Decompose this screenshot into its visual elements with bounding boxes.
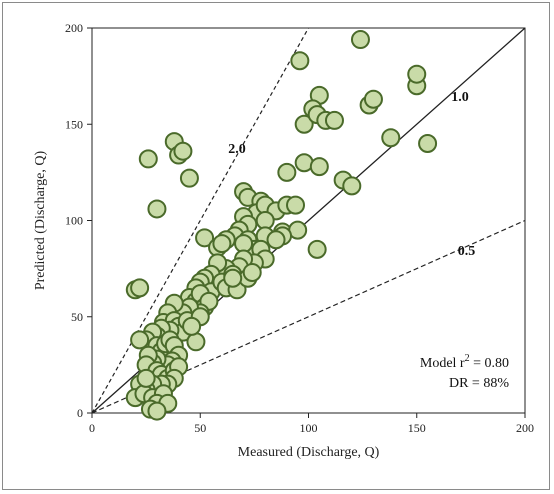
data-point: [173, 141, 193, 161]
data-point: [130, 330, 150, 350]
data-points: [125, 30, 438, 421]
model-r2-prefix: Model r: [420, 356, 465, 371]
dr-annotation: DR = 88%: [449, 376, 509, 391]
plot-area: [91, 27, 526, 421]
model-r2-annotation: Model r2 = 0.80: [420, 353, 509, 371]
data-point: [407, 64, 427, 84]
y-axis-ticks: 0 50 100 150 200: [65, 21, 92, 420]
data-point: [309, 157, 329, 177]
data-point: [223, 268, 243, 288]
data-point: [138, 149, 158, 169]
y-tick-label: 0: [77, 406, 83, 420]
data-point: [182, 316, 202, 336]
data-point: [147, 199, 167, 219]
data-point: [381, 128, 401, 148]
data-point: [147, 401, 167, 421]
reference-line-0.5: [91, 219, 526, 414]
x-tick-label: 0: [89, 421, 95, 435]
data-point: [212, 234, 232, 254]
data-point: [307, 239, 327, 259]
data-point: [363, 89, 383, 109]
reference-line-2.0: [91, 27, 310, 414]
model-r2-superscript: 2: [465, 353, 470, 364]
data-point: [418, 134, 438, 153]
y-tick-label: 200: [65, 21, 83, 35]
y-tick-label: 150: [65, 117, 83, 131]
x-tick-label: 200: [516, 421, 534, 435]
x-tick-label: 100: [300, 421, 318, 435]
data-point: [266, 230, 286, 250]
reference-line-label: 1.0: [451, 90, 469, 105]
data-point: [186, 332, 206, 352]
data-point: [324, 110, 344, 130]
x-tick-label: 150: [408, 421, 426, 435]
reference-line-labels: 1.0 2.0 0.5: [228, 90, 475, 259]
reference-line-label: 2.0: [228, 142, 246, 157]
x-axis-title: Measured (Discharge, Q): [238, 445, 380, 460]
reference-line-label: 0.5: [458, 244, 476, 259]
data-point: [242, 262, 262, 282]
x-axis-ticks: 0 50 100 150 200: [89, 413, 534, 435]
data-point: [342, 176, 362, 196]
y-axis-title: Predicted (Discharge, Q): [33, 151, 48, 291]
y-tick-label: 100: [65, 214, 83, 228]
data-point: [350, 30, 370, 50]
data-point: [277, 162, 297, 182]
y-tick-label: 50: [71, 310, 83, 324]
data-point: [290, 51, 310, 71]
model-r2-value: = 0.80: [470, 356, 509, 371]
data-point: [294, 114, 314, 134]
data-point: [136, 368, 156, 388]
data-point: [286, 195, 306, 215]
data-point: [195, 228, 215, 248]
data-point: [130, 278, 150, 298]
data-point: [179, 168, 199, 188]
x-tick-label: 50: [194, 421, 206, 435]
